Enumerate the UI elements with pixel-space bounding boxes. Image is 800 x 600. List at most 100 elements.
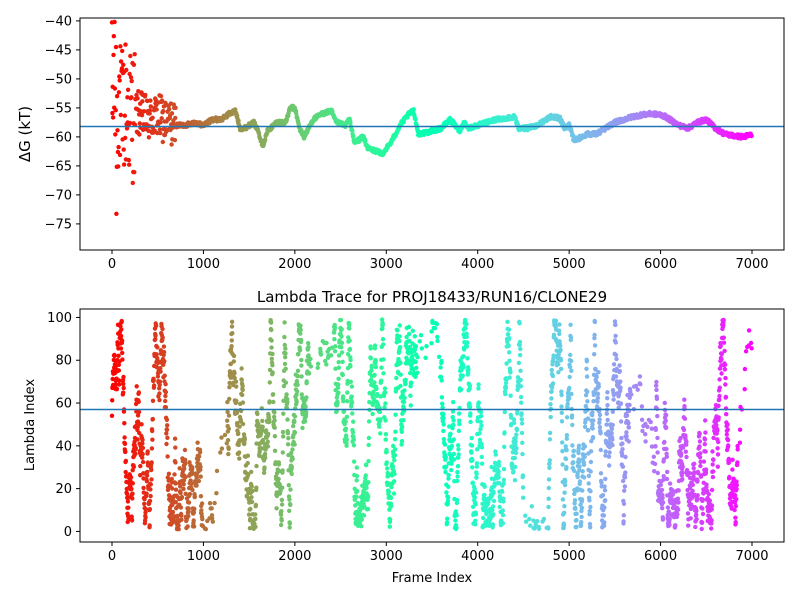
lambda-point (384, 449, 389, 455)
lambda-point (655, 450, 660, 455)
lambda-point (140, 459, 146, 465)
lambda-point (389, 503, 394, 508)
delta-g-point (110, 110, 115, 116)
lambda-point (118, 333, 124, 339)
lambda-point (384, 460, 389, 465)
delta-g-point (158, 120, 163, 125)
delta-g-point (157, 127, 163, 132)
lambda-point (734, 486, 739, 492)
lambda-point (733, 520, 738, 525)
lambda-point (287, 497, 292, 502)
lambda-point (182, 447, 188, 453)
lambda-point (153, 333, 158, 338)
delta-g-point (118, 44, 123, 49)
lambda-point (410, 354, 415, 359)
lambda-point (649, 426, 654, 431)
lambda-point (148, 493, 153, 499)
lambda-point (245, 453, 251, 458)
lambda-point (655, 435, 660, 441)
lambda-point (429, 329, 434, 334)
lambda-point (366, 480, 371, 485)
lambda-point (660, 500, 666, 505)
lambda-point (246, 472, 251, 478)
lambda-point (691, 466, 696, 471)
delta-g-point (173, 115, 178, 121)
lambda-point (393, 447, 398, 452)
lambda-point (368, 346, 373, 351)
lambda-point (214, 491, 219, 496)
lambda-point (380, 326, 385, 331)
lambda-point (409, 380, 414, 386)
lambda-point (219, 446, 225, 451)
lambda-point (518, 368, 523, 373)
lambda-point (240, 400, 246, 405)
lambda-point (684, 442, 689, 447)
lambda-point (722, 362, 728, 367)
lambda-point (414, 365, 419, 370)
lambda-point (514, 446, 519, 451)
lambda-point (607, 450, 612, 455)
lambda-point (560, 440, 565, 445)
delta-g-x-tick-label: 6000 (644, 257, 677, 272)
lambda-point (496, 475, 501, 480)
lambda-point (513, 450, 519, 456)
lambda-point (703, 418, 708, 423)
lambda-point (465, 340, 470, 345)
lambda-point (627, 402, 632, 408)
lambda-point (229, 324, 235, 329)
lambda-point (698, 474, 704, 479)
lambda-point (588, 504, 593, 510)
lambda-point (391, 443, 396, 449)
lambda-point (279, 497, 285, 503)
lambda-point (136, 409, 142, 415)
lambda-point (341, 409, 347, 414)
lambda-point (624, 413, 630, 418)
lambda-point (253, 512, 258, 517)
lambda-point (605, 390, 610, 395)
lambda-point (563, 456, 569, 462)
lambda-point (150, 398, 156, 403)
lambda-x-tick-label: 4000 (461, 549, 494, 564)
lambda-point (149, 460, 154, 465)
lambda-point (129, 486, 134, 492)
delta-g-point (140, 99, 145, 104)
lambda-point (579, 497, 585, 502)
lambda-point (699, 520, 705, 525)
lambda-point (571, 460, 576, 465)
lambda-point (149, 467, 154, 473)
delta-g-point (114, 211, 119, 216)
lambda-point (601, 523, 607, 528)
lambda-point (141, 485, 146, 491)
lambda-point (297, 348, 303, 353)
lambda-point (116, 378, 122, 383)
lambda-point (591, 399, 596, 404)
delta-g-point (148, 104, 153, 109)
lambda-point (620, 478, 626, 484)
lambda-point (118, 323, 123, 329)
lambda-point (654, 379, 659, 385)
lambda-point (476, 400, 481, 405)
lambda-point (449, 467, 454, 473)
lambda-point (479, 445, 485, 450)
lambda-point (620, 464, 626, 469)
lambda-point (595, 395, 601, 401)
lambda-point (611, 392, 616, 398)
lambda-point (733, 493, 738, 498)
lambda-point (585, 399, 590, 404)
lambda-point (569, 391, 574, 397)
lambda-point (124, 491, 130, 496)
lambda-point (158, 366, 163, 371)
lambda-point (605, 396, 610, 401)
lambda-point (695, 478, 700, 483)
delta-g-point (128, 53, 133, 59)
lambda-point (567, 364, 573, 370)
lambda-point (513, 439, 518, 444)
lambda-point (570, 422, 575, 428)
lambda-point (399, 429, 404, 434)
lambda-point (585, 389, 590, 394)
lambda-point (295, 389, 300, 394)
lambda-point (149, 477, 154, 482)
lambda-point (408, 370, 413, 376)
lambda-point (479, 413, 484, 419)
lambda-point (157, 386, 162, 391)
